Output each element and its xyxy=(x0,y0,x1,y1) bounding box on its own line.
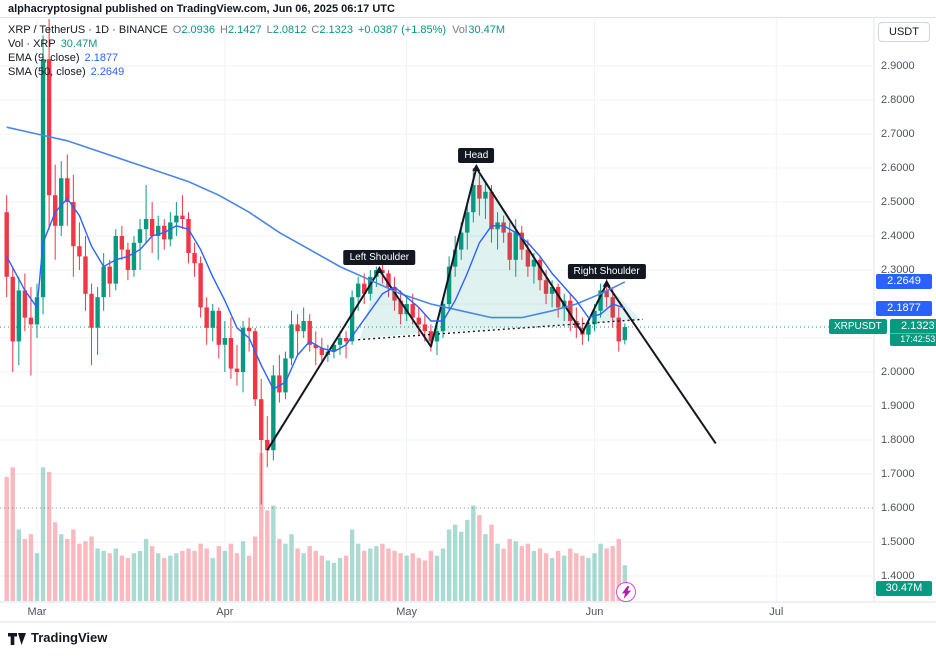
plot-layer xyxy=(0,19,874,602)
price-axis-label: 2.3000 xyxy=(881,264,915,276)
last-price-badge: XRPUSDT 2.1323 17:42:53 xyxy=(829,319,936,347)
last-price: 2.1323 xyxy=(900,320,935,333)
ohlc-number: 2.0936 xyxy=(181,24,215,36)
time-axis-label: Apr xyxy=(216,606,234,618)
indicator-row-ema[interactable]: EMA (9, close) 2.1877 xyxy=(8,51,505,65)
bar-countdown: 17:42:53 xyxy=(889,333,936,345)
volume-badge: 30.47M xyxy=(876,581,932,596)
indicator-value: 30.47M xyxy=(60,38,98,50)
time-axis-label: Mar xyxy=(27,606,47,618)
price-axis-label: 2.7000 xyxy=(881,128,915,140)
time-axis-label: Jul xyxy=(769,606,784,618)
tradingview-logo xyxy=(8,632,26,645)
symbol-legend-row[interactable]: XRP / TetherUS · 1D · BINANCE O2.0936 H2.… xyxy=(8,23,505,37)
time-axis-label: May xyxy=(396,606,418,618)
price-axis-label: 1.6000 xyxy=(881,502,915,514)
price-axis-label: 2.0000 xyxy=(881,366,915,378)
price-axis-label: 2.5000 xyxy=(881,196,915,208)
chart-legend: XRP / TetherUS · 1D · BINANCE O2.0936 H2.… xyxy=(8,23,505,79)
pattern-label-right-shoulder[interactable]: Right Shoulder xyxy=(567,263,646,279)
sma-line xyxy=(6,126,626,319)
time-axis-label: Jun xyxy=(585,606,604,618)
last-price-box: 2.1323 17:42:53 xyxy=(889,319,936,347)
indicator-label: SMA (50, close) xyxy=(8,66,86,78)
pattern-label-head[interactable]: Head xyxy=(458,148,495,163)
ema-price-badge: 2.1877 xyxy=(876,300,932,316)
tradingview-wordmark: TradingView xyxy=(31,630,108,645)
price-axis-label: 1.7000 xyxy=(881,468,915,480)
ema-line xyxy=(6,197,626,390)
price-axis-label: 1.4000 xyxy=(881,570,915,582)
ohlc-number: 2.0812 xyxy=(272,24,307,36)
indicator-label: Vol · XRP xyxy=(8,38,56,50)
ohlc-letter: H xyxy=(219,24,228,36)
tradingview-footer[interactable]: TradingView xyxy=(8,630,107,645)
indicator-value: 2.1877 xyxy=(84,52,119,64)
price-axis-label: 2.8000 xyxy=(881,94,915,106)
vol-value: 30.47M xyxy=(468,24,506,36)
ohlc-letter: L xyxy=(266,24,273,36)
attribution-bar: alphacryptosignal published on TradingVi… xyxy=(0,0,936,18)
ohlc-letter: O xyxy=(172,24,182,36)
change-value: +0.0387 (+1.85%) xyxy=(357,24,447,36)
lightning-icon[interactable] xyxy=(616,582,636,602)
time-axis[interactable]: Mar Apr May Jun Jul xyxy=(0,604,874,622)
indicator-label: EMA (9, close) xyxy=(8,52,80,64)
ohlc-letter: C xyxy=(311,24,320,36)
price-axis-label: 2.4000 xyxy=(881,230,915,242)
price-axis-label: 1.5000 xyxy=(881,536,915,548)
indicator-row-sma[interactable]: SMA (50, close) 2.2649 xyxy=(8,65,505,79)
price-axis-label: 1.9000 xyxy=(881,400,915,412)
price-axis-label: 1.8000 xyxy=(881,434,915,446)
ohlc-values: O2.0936 H2.1427 L2.0812 C2.1323 xyxy=(168,24,353,36)
pattern-label-left-shoulder[interactable]: Left Shoulder xyxy=(343,250,416,265)
currency-toggle-button[interactable]: USDT xyxy=(878,22,930,42)
vol-label: Vol xyxy=(452,24,468,36)
sma-price-badge: 2.2649 xyxy=(876,274,932,290)
ohlc-number: 2.1427 xyxy=(227,24,262,36)
symbol-title: XRP / TetherUS · 1D · BINANCE xyxy=(8,24,168,36)
symbol-tag: XRPUSDT xyxy=(829,319,887,335)
price-axis-label: 2.6000 xyxy=(881,162,915,174)
indicator-value: 2.2649 xyxy=(90,66,125,78)
lightning-bolt-glyph xyxy=(621,585,631,599)
ohlc-number: 2.1323 xyxy=(319,24,353,36)
price-axis[interactable]: 2.9000 2.8000 2.7000 2.6000 2.5000 2.4000 2.30… xyxy=(874,18,936,602)
indicator-row-volume[interactable]: Vol · XRP 30.47M xyxy=(8,37,505,51)
price-axis-label: 2.9000 xyxy=(881,60,915,72)
